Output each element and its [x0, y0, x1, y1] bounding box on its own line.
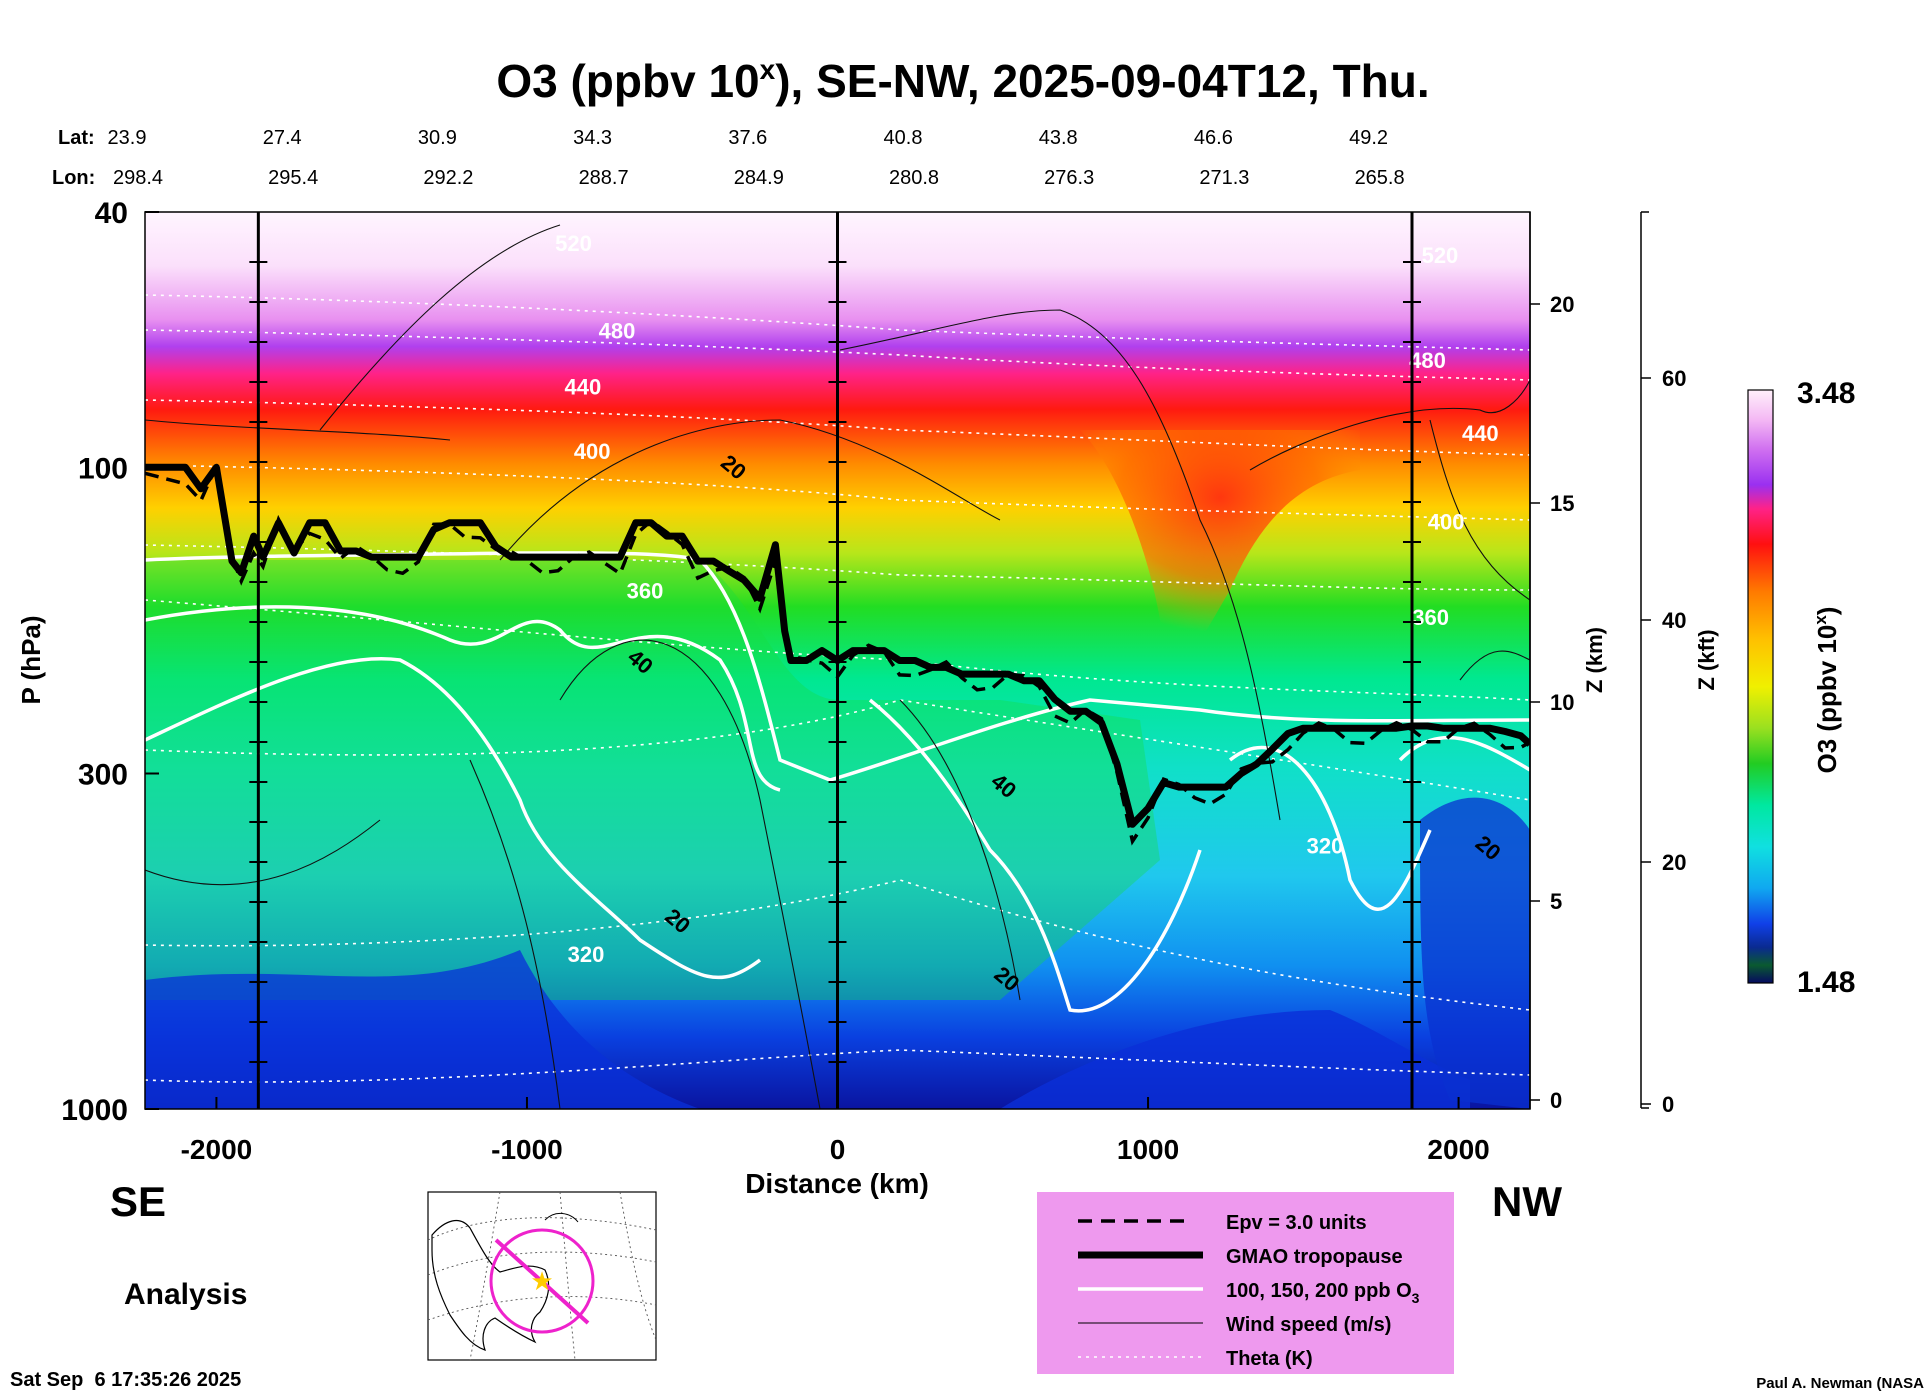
- latitude-row: 23.9 27.4 30.9 34.3 37.6 40.8 43.8 46.6 49.2: [108, 127, 1389, 149]
- map-star-icon: ★: [530, 1266, 553, 1296]
- theta-label: 400: [1428, 510, 1465, 535]
- x-axis: -2000 -1000 0 1000 2000: [181, 1097, 1490, 1165]
- lon-label: Lon:: [52, 167, 95, 189]
- lat-value: 30.9: [418, 127, 457, 149]
- map-range-circle: [489, 1228, 595, 1334]
- lon-value: 271.3: [1199, 167, 1249, 189]
- lat-label: Lat:: [58, 127, 95, 149]
- se-direction-label: SE: [110, 1178, 166, 1225]
- low-ozone-boundary-nw: [1000, 1010, 1470, 1109]
- z-km-tick-label: 15: [1550, 491, 1574, 516]
- low-ozone-boundary-se: [145, 950, 700, 1109]
- theta-label: 400: [574, 439, 611, 464]
- legend-epv: Epv = 3.0 units: [1226, 1212, 1367, 1234]
- theta-label: 360: [627, 578, 664, 603]
- lat-value: 43.8: [1039, 127, 1078, 149]
- nw-direction-label: NW: [1492, 1178, 1562, 1225]
- z-kft-label: Z (kft): [1694, 629, 1719, 690]
- colorbar-label: O3 (ppbv 10x): [1811, 607, 1842, 774]
- legend-wind: Wind speed (m/s): [1226, 1314, 1391, 1336]
- chart-title: O3 (ppbv 10x), SE-NW, 2025-09-04T12, Thu…: [496, 54, 1429, 107]
- z-kft-tick-label: 60: [1662, 366, 1686, 391]
- z-km-tick-label: 5: [1550, 889, 1562, 914]
- lon-value: 265.8: [1355, 167, 1405, 189]
- timestamp: Sat Sep 6 17:35:26 2025: [10, 1369, 241, 1391]
- credit: Paul A. Newman (NASA: [1756, 1375, 1924, 1392]
- map-graticule: [427, 1191, 657, 1361]
- y-axis: 40 100 300 1000: [61, 197, 159, 1127]
- legend-theta: Theta (K): [1226, 1348, 1313, 1370]
- lat-value: 49.2: [1349, 127, 1388, 149]
- y-axis-label: P (hPa): [16, 615, 46, 704]
- z-km-tick-label: 0: [1550, 1088, 1562, 1113]
- theta-label: 360: [1412, 605, 1449, 630]
- legend-ozone: 100, 150, 200 ppb O3: [1226, 1280, 1420, 1306]
- y-tick-label: 100: [78, 452, 128, 485]
- theta-label: 440: [1462, 421, 1499, 446]
- colorbar: [1747, 389, 1774, 984]
- y-tick-label: 300: [78, 758, 128, 791]
- theta-label: 320: [1307, 834, 1344, 859]
- map-coastline: [431, 1219, 550, 1351]
- lon-value: 276.3: [1044, 167, 1094, 189]
- map-coastline-north: [544, 1213, 579, 1223]
- theta-labels: 520 480 440 400 360 320 520 480 440 400 360 320: [555, 231, 1498, 967]
- theta-label: 440: [564, 375, 601, 400]
- x-tick-label: 1000: [1117, 1134, 1179, 1165]
- z-km-tick-label: 20: [1550, 292, 1574, 317]
- lat-value: 46.6: [1194, 127, 1233, 149]
- z-kft-tick-label: 0: [1662, 1092, 1674, 1117]
- lon-value: 298.4: [113, 167, 163, 189]
- theta-label: 320: [568, 942, 605, 967]
- lat-value: 37.6: [728, 127, 767, 149]
- lon-value: 284.9: [734, 167, 784, 189]
- theta-label: 480: [1409, 348, 1446, 373]
- x-tick-label: -1000: [491, 1134, 563, 1165]
- lat-value: 23.9: [108, 127, 147, 149]
- wind-speed-contours: [145, 224, 1530, 1109]
- colorbar-max: 3.48: [1797, 377, 1855, 410]
- lon-value: 292.2: [423, 167, 473, 189]
- section-markers: [249, 212, 1421, 1109]
- map-section-line: [494, 1238, 590, 1325]
- y-tick-label: 40: [95, 197, 128, 230]
- z-km-tick-label: 10: [1550, 690, 1574, 715]
- stratospheric-intrusion: [1080, 430, 1360, 655]
- legend-tropopause: GMAO tropopause: [1226, 1246, 1403, 1268]
- x-axis-label: Distance (km): [745, 1168, 929, 1199]
- lon-value: 288.7: [579, 167, 629, 189]
- colorbar-min: 1.48: [1797, 966, 1855, 999]
- x-tick-label: 0: [830, 1134, 846, 1165]
- lat-value: 34.3: [573, 127, 612, 149]
- analysis-label: Analysis: [124, 1278, 247, 1311]
- x-tick-label: 2000: [1427, 1134, 1489, 1165]
- longitude-row: 298.4 295.4 292.2 288.7 284.9 280.8 276.3 271.3…: [113, 167, 1405, 189]
- z-kft-tick-label: 40: [1662, 608, 1686, 633]
- low-ozone-column-nw: [1420, 797, 1530, 1109]
- lon-value: 280.8: [889, 167, 939, 189]
- legend: Epv = 3.0 units GMAO tropopause 100, 150…: [1037, 1192, 1454, 1374]
- z-km-axis: 0 5 10 15 20: [1529, 212, 1574, 1113]
- theta-label: 520: [555, 231, 592, 256]
- y-tick-label: 1000: [61, 1094, 128, 1127]
- troposphere-green-band: [145, 560, 1160, 1000]
- lat-value: 40.8: [884, 127, 923, 149]
- theta-label: 520: [1422, 243, 1459, 268]
- lat-value: 27.4: [263, 127, 302, 149]
- x-tick-label: -2000: [181, 1134, 253, 1165]
- z-kft-axis: 0 20 40 60: [1640, 211, 1686, 1117]
- z-km-label: Z (km): [1582, 627, 1607, 693]
- lon-value: 295.4: [268, 167, 318, 189]
- z-kft-tick-label: 20: [1662, 850, 1686, 875]
- inset-map: ★: [427, 1191, 657, 1361]
- theta-isentropes: [145, 294, 1530, 1083]
- theta-label: 480: [599, 319, 636, 344]
